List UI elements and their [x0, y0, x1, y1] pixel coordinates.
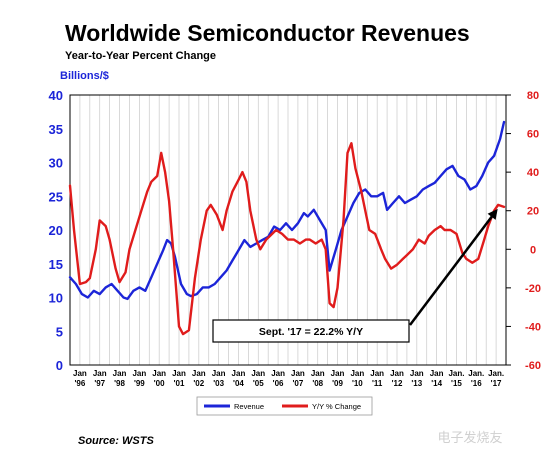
x-tick-year: '06: [273, 379, 284, 388]
left-axis-label: Billions/$: [60, 70, 109, 82]
x-axis: Jan'96Jan'97Jan'98Jan'99Jan'00Jan'01Jan'…: [73, 369, 504, 388]
series-layer: [68, 120, 506, 336]
x-tick-year: '16: [471, 379, 482, 388]
left-tick-label: 20: [49, 223, 63, 238]
x-tick-month: Jan: [132, 369, 146, 378]
x-tick-year: '14: [431, 379, 442, 388]
x-tick-month: Jan: [73, 369, 87, 378]
annotation-arrowhead: [487, 208, 498, 220]
x-tick-month: Jan: [152, 369, 166, 378]
left-tick-label: 35: [49, 122, 63, 137]
left-tick-label: 30: [49, 156, 63, 171]
annotation-arrow: [409, 214, 494, 326]
right-tick-label: -60: [525, 360, 541, 372]
left-tick-label: 15: [49, 257, 63, 272]
right-tick-label: -20: [525, 283, 541, 295]
left-axis: 0 5 10 15 20 25 30 35 40: [49, 88, 63, 373]
x-tick-year: '04: [233, 379, 244, 388]
x-tick-month: Jan.: [448, 369, 464, 378]
x-tick-month: Jan: [410, 369, 424, 378]
left-tick-label: 0: [56, 358, 63, 373]
x-tick-year: '02: [193, 379, 204, 388]
chart-title: Worldwide Semiconductor Revenues: [65, 20, 470, 46]
annotation-text: Sept. '17 = 22.2% Y/Y: [259, 326, 363, 338]
annotation-box: [212, 319, 410, 343]
left-tick-label: 5: [56, 324, 63, 339]
x-tick-month: Jan: [291, 369, 305, 378]
legend-yoy-label: Y/Y % Change: [312, 402, 361, 411]
x-tick-month: Jan.: [488, 369, 504, 378]
x-tick-year: '99: [134, 379, 145, 388]
x-tick-month: Jan: [251, 369, 265, 378]
x-tick-month: Jan: [271, 369, 285, 378]
series-line-y-y-change: [68, 141, 506, 336]
x-tick-year: '01: [174, 379, 185, 388]
x-tick-month: Jan: [212, 369, 226, 378]
x-tick-year: '13: [411, 379, 422, 388]
series-line-revenue: [68, 120, 506, 301]
right-tick-label: 20: [527, 206, 539, 218]
left-tick-label: 10: [49, 291, 63, 306]
x-tick-year: '00: [154, 379, 165, 388]
x-tick-year: '07: [293, 379, 304, 388]
x-tick-month: Jan: [172, 369, 186, 378]
x-tick-year: '12: [392, 379, 403, 388]
x-tick-month: Jan.: [468, 369, 484, 378]
x-tick-year: '98: [114, 379, 125, 388]
right-tick-label: 80: [527, 90, 539, 102]
x-tick-month: Jan: [370, 369, 384, 378]
x-tick-year: '08: [312, 379, 323, 388]
legend-revenue-label: Revenue: [234, 402, 264, 411]
x-tick-month: Jan: [113, 369, 127, 378]
x-tick-year: '15: [451, 379, 462, 388]
x-tick-month: Jan: [93, 369, 107, 378]
right-axis: -60 -40 -20 0 20 40 60 80: [506, 90, 541, 372]
right-tick-label: 40: [527, 167, 539, 179]
x-tick-year: '09: [332, 379, 343, 388]
chart-subtitle: Year-to-Year Percent Change: [65, 50, 216, 62]
x-tick-year: '10: [352, 379, 363, 388]
x-tick-year: '17: [491, 379, 502, 388]
x-tick-month: Jan: [390, 369, 404, 378]
left-tick-label: 40: [49, 88, 63, 103]
x-tick-year: '05: [253, 379, 264, 388]
x-tick-month: Jan: [350, 369, 364, 378]
x-tick-month: Jan: [192, 369, 206, 378]
right-tick-label: -40: [525, 321, 541, 333]
left-tick-label: 25: [49, 189, 63, 204]
x-tick-month: Jan: [430, 369, 444, 378]
x-tick-month: Jan: [331, 369, 345, 378]
watermark: 电子发烧友: [437, 430, 502, 445]
x-tick-year: '11: [372, 379, 383, 388]
plot-frame: [69, 94, 507, 366]
right-tick-label: 0: [530, 244, 536, 256]
x-tick-year: '96: [75, 379, 86, 388]
x-tick-year: '97: [94, 379, 105, 388]
x-tick-month: Jan: [311, 369, 325, 378]
source-note: Source: WSTS: [78, 435, 154, 447]
x-tick-year: '03: [213, 379, 224, 388]
right-tick-label: 60: [527, 129, 539, 141]
x-tick-month: Jan: [232, 369, 246, 378]
